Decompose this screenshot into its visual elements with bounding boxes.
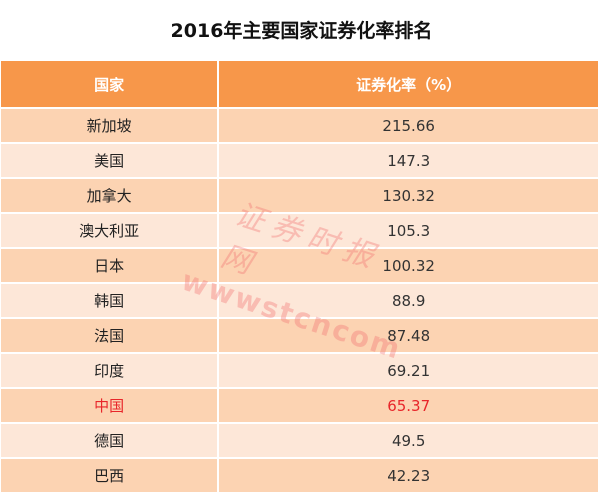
rate-cell: 215.66	[219, 109, 598, 142]
rate-cell: 69.21	[219, 354, 598, 387]
table-row: 新加坡 215.66	[1, 109, 598, 142]
rate-cell: 49.5	[219, 424, 598, 457]
table-row: 法国 87.48	[1, 319, 598, 352]
table-row: 韩国 88.9	[1, 284, 598, 317]
country-cell: 澳大利亚	[1, 214, 218, 247]
rate-cell: 88.9	[219, 284, 598, 317]
table-row: 德国 49.5	[1, 424, 598, 457]
country-cell: 法国	[1, 319, 218, 352]
country-cell: 韩国	[1, 284, 218, 317]
rate-cell: 105.3	[219, 214, 598, 247]
table-row: 巴西 42.23	[1, 459, 598, 492]
table-row: 印度 69.21	[1, 354, 598, 387]
rate-cell: 147.3	[219, 144, 598, 177]
country-cell: 德国	[1, 424, 218, 457]
country-cell: 加拿大	[1, 179, 218, 212]
header-row: 国家 证券化率（%）	[1, 61, 598, 107]
table-title: 2016年主要国家证券化率排名	[170, 20, 433, 42]
column-header-country: 国家	[1, 61, 218, 107]
ranking-table: 国家 证券化率（%） 新加坡 215.66 美国 147.3 加拿大 130.32 澳大利亚…	[0, 59, 600, 494]
country-cell: 巴西	[1, 459, 218, 492]
table-row: 日本 100.32	[1, 249, 598, 282]
table-row: 美国 147.3	[1, 144, 598, 177]
country-cell: 美国	[1, 144, 218, 177]
table-row: 中国 65.37	[1, 389, 598, 422]
country-cell: 日本	[1, 249, 218, 282]
table-row: 加拿大 130.32	[1, 179, 598, 212]
column-header-rate: 证券化率（%）	[219, 61, 598, 107]
country-cell: 新加坡	[1, 109, 218, 142]
country-cell: 印度	[1, 354, 218, 387]
rate-cell: 100.32	[219, 249, 598, 282]
table-row: 澳大利亚 105.3	[1, 214, 598, 247]
rate-cell: 42.23	[219, 459, 598, 492]
rate-cell: 87.48	[219, 319, 598, 352]
rate-cell: 130.32	[219, 179, 598, 212]
rate-cell: 65.37	[219, 389, 598, 422]
country-cell: 中国	[1, 389, 218, 422]
